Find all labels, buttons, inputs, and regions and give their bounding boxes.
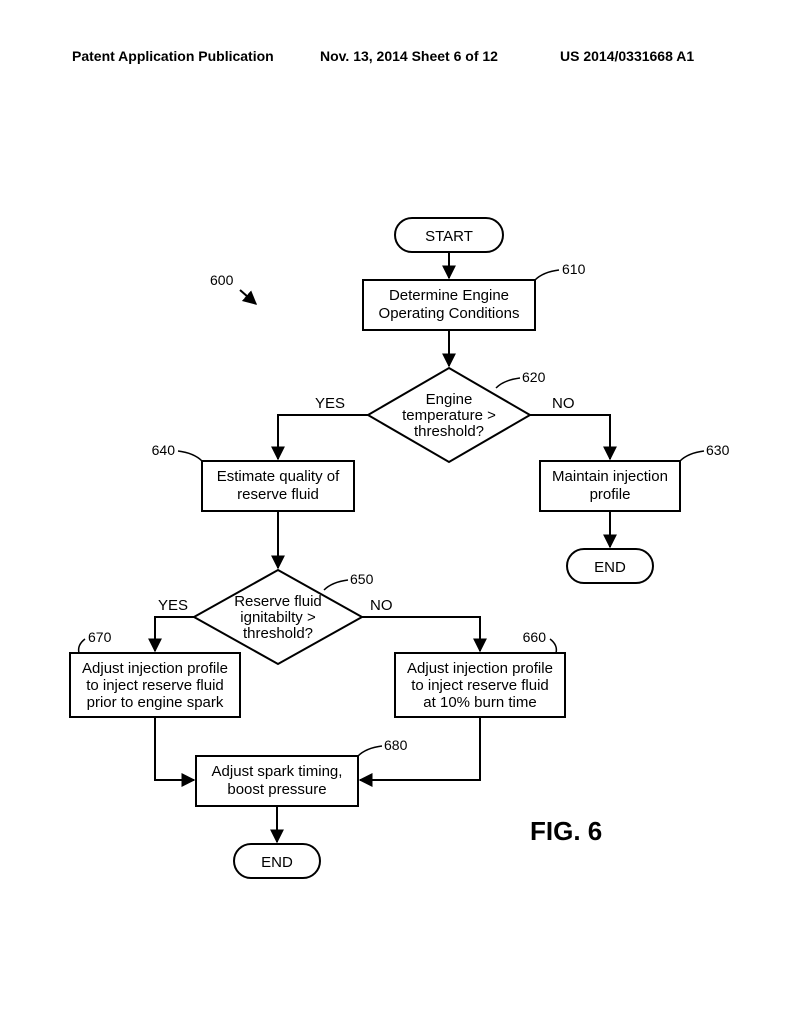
ref-640-tick (178, 451, 202, 461)
edge-650-670: YES (155, 597, 194, 651)
ref-630: 630 (706, 442, 730, 458)
ref-680: 680 (384, 737, 408, 753)
n670-line3: prior to engine spark (87, 694, 224, 711)
label-yes-650: YES (158, 597, 188, 614)
ref-620: 620 (522, 369, 546, 385)
ref-600-text: 600 (210, 272, 234, 288)
n680-line1: Adjust spark timing, (212, 763, 343, 780)
ref-670-tick (79, 639, 85, 653)
flowchart: 600 START Determine Engine Operating Con… (0, 0, 791, 1024)
n620-line3: threshold? (414, 423, 484, 440)
edge-670-680 (155, 717, 194, 780)
ref-630-tick (680, 451, 704, 461)
n630-line2: profile (590, 486, 631, 503)
ref-680-tick (358, 746, 382, 756)
n670-line1: Adjust injection profile (82, 660, 228, 677)
n650-line1: Reserve fluid (234, 593, 322, 610)
ref-660-tick (550, 639, 556, 653)
end2-label: END (261, 854, 293, 871)
n640-line1: Estimate quality of (217, 468, 340, 485)
n650-line3: threshold? (243, 625, 313, 642)
n630-line1: Maintain injection (552, 468, 668, 485)
ref-650: 650 (350, 571, 374, 587)
n670-line2: to inject reserve fluid (86, 677, 224, 694)
end1-label: END (594, 559, 626, 576)
edge-620-630: NO (530, 395, 610, 459)
n660-line1: Adjust injection profile (407, 660, 553, 677)
ref-620-tick (496, 378, 520, 388)
ref-650-tick (324, 580, 348, 590)
diagram-ref: 600 (210, 272, 256, 304)
node-end1: END (567, 549, 653, 583)
n620-line2: temperature > (402, 407, 496, 424)
n610-line1: Determine Engine (389, 287, 509, 304)
start-label: START (425, 228, 473, 245)
ref-640: 640 (152, 442, 176, 458)
edge-650-660: NO (362, 597, 480, 651)
n610-line2: Operating Conditions (379, 305, 520, 322)
node-630: Maintain injection profile 630 (540, 442, 730, 511)
label-no-650: NO (370, 597, 393, 614)
n680-line2: boost pressure (227, 781, 326, 798)
node-640: Estimate quality of reserve fluid 640 (152, 442, 354, 511)
edge-660-680 (360, 717, 480, 780)
node-610: Determine Engine Operating Conditions 61… (363, 261, 586, 330)
n660-line2: to inject reserve fluid (411, 677, 549, 694)
figure-label: FIG. 6 (530, 816, 602, 846)
label-no-620: NO (552, 395, 575, 412)
node-end2: END (234, 844, 320, 878)
n650-line2: ignitabilty > (240, 609, 316, 626)
ref-660: 660 (523, 629, 547, 645)
label-yes-620: YES (315, 395, 345, 412)
ref-670: 670 (88, 629, 112, 645)
node-650: Reserve fluid ignitabilty > threshold? 6… (194, 570, 374, 664)
ref-610-tick (535, 270, 559, 280)
edge-620-640: YES (278, 395, 368, 459)
n640-line2: reserve fluid (237, 486, 319, 503)
node-680: Adjust spark timing, boost pressure 680 (196, 737, 408, 806)
n660-line3: at 10% burn time (423, 694, 536, 711)
ref-610: 610 (562, 261, 586, 277)
ref-600-pointer (240, 290, 256, 304)
n620-line1: Engine (426, 391, 473, 408)
node-start: START (395, 218, 503, 252)
node-620: Engine temperature > threshold? 620 (368, 368, 546, 462)
